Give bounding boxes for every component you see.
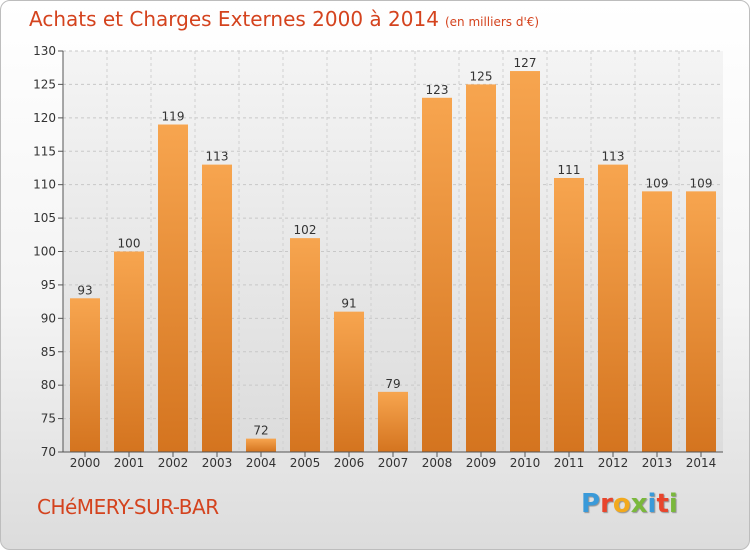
bar bbox=[510, 71, 540, 453]
y-tick-label: 115 bbox=[33, 144, 56, 158]
y-tick-label: 130 bbox=[33, 44, 56, 58]
bar bbox=[378, 391, 408, 452]
bar bbox=[686, 191, 716, 452]
bar bbox=[246, 438, 276, 452]
y-tick-label: 100 bbox=[33, 245, 56, 259]
x-tick-label: 2000 bbox=[70, 456, 101, 470]
bar bbox=[598, 164, 628, 452]
x-tick-label: 2006 bbox=[334, 456, 365, 470]
bar-value-label: 102 bbox=[294, 223, 317, 237]
x-tick-label: 2003 bbox=[202, 456, 233, 470]
bar bbox=[202, 164, 232, 452]
x-tick-label: 2008 bbox=[422, 456, 453, 470]
bar bbox=[114, 251, 144, 452]
x-tick-label: 2013 bbox=[642, 456, 673, 470]
y-tick-label: 80 bbox=[41, 378, 56, 392]
proxiti-logo: Proxiti bbox=[581, 489, 678, 519]
y-tick-label: 105 bbox=[33, 211, 56, 225]
bars: 93 100 119 113 72 102 91 79 123 125 127 111 113 109 10… bbox=[70, 56, 716, 453]
x-tick-label: 2005 bbox=[290, 456, 321, 470]
bar bbox=[466, 84, 496, 453]
bar-value-label: 127 bbox=[514, 56, 537, 70]
x-tick-label: 2009 bbox=[466, 456, 497, 470]
x-tick-label: 2002 bbox=[158, 456, 189, 470]
bar-value-label: 119 bbox=[162, 110, 185, 124]
y-tick-label: 110 bbox=[33, 178, 56, 192]
y-tick-label: 90 bbox=[41, 311, 56, 325]
y-tick-label: 75 bbox=[41, 412, 56, 426]
bar-value-label: 72 bbox=[253, 424, 268, 438]
bar-value-label: 109 bbox=[690, 176, 713, 190]
x-tick-label: 2014 bbox=[686, 456, 717, 470]
bar-value-label: 125 bbox=[470, 69, 493, 83]
bar-value-label: 91 bbox=[341, 297, 356, 311]
bar-value-label: 111 bbox=[558, 163, 581, 177]
bar-value-label: 93 bbox=[77, 283, 92, 297]
x-tick-label: 2011 bbox=[554, 456, 585, 470]
bar-value-label: 79 bbox=[385, 377, 400, 391]
y-tick-label: 125 bbox=[33, 77, 56, 91]
axes: 70 75 80 85 90 95 100 105 110 115 120 125 130 2000 200… bbox=[33, 44, 723, 470]
bar-value-label: 113 bbox=[602, 150, 625, 164]
x-tick-label: 2004 bbox=[246, 456, 277, 470]
bar bbox=[70, 298, 100, 452]
chart-unit: (en milliers d'€) bbox=[444, 15, 540, 29]
bar bbox=[642, 191, 672, 452]
x-tick-label: 2001 bbox=[114, 456, 145, 470]
y-tick-label: 70 bbox=[41, 445, 56, 459]
chart-title: Achats et Charges Externes 2000 à 2014 (e… bbox=[29, 7, 539, 31]
bar-value-label: 113 bbox=[206, 150, 229, 164]
bar-value-label: 123 bbox=[426, 83, 449, 97]
x-tick-label: 2012 bbox=[598, 456, 629, 470]
bar-value-label: 109 bbox=[646, 176, 669, 190]
x-tick-label: 2007 bbox=[378, 456, 409, 470]
y-tick-label: 85 bbox=[41, 345, 56, 359]
x-tick-label: 2010 bbox=[510, 456, 541, 470]
bar bbox=[290, 238, 320, 452]
y-tick-label: 120 bbox=[33, 111, 56, 125]
bar bbox=[158, 124, 188, 453]
commune-name: CHéMERY-SUR-BAR bbox=[37, 495, 219, 519]
bar-value-label: 100 bbox=[118, 237, 141, 251]
chart-title-text: Achats et Charges Externes 2000 à 2014 bbox=[29, 7, 439, 31]
bar bbox=[334, 311, 364, 452]
bar bbox=[422, 97, 452, 453]
bar bbox=[554, 177, 584, 452]
y-tick-label: 95 bbox=[41, 278, 56, 292]
